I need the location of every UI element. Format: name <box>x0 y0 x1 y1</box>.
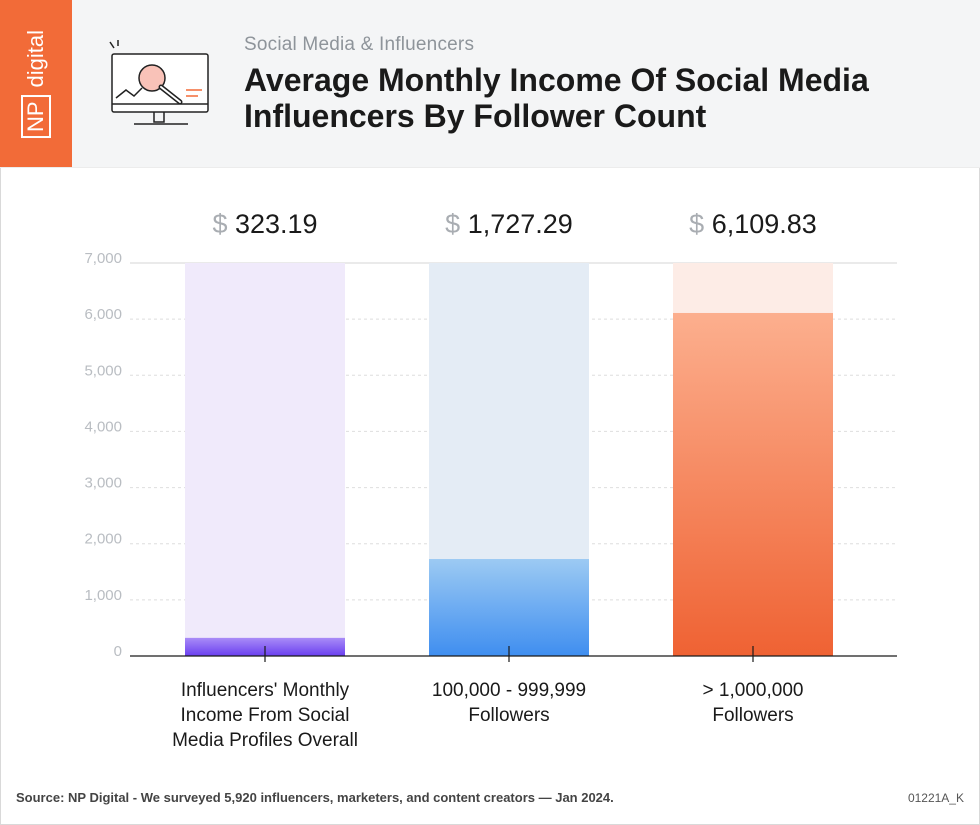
np-digital-logo: NP digital <box>0 0 72 167</box>
value-labels: $ 323.19 $ 1,727.29 $ 6,109.83 <box>212 209 816 239</box>
y-tick-label: 0 <box>114 643 122 660</box>
value-label: $ 323.19 <box>212 209 317 239</box>
y-tick-label: 7,000 <box>84 250 122 267</box>
y-axis-ticks: 0 1,000 2,000 3,000 4,000 5,000 6,000 7,000 <box>84 250 122 660</box>
bar <box>429 559 589 656</box>
chart-code: 01221A_K <box>908 791 964 805</box>
y-tick-label: 6,000 <box>84 306 122 323</box>
bars <box>185 263 833 656</box>
value-label: $ 6,109.83 <box>689 209 817 239</box>
category-labels: Influencers' Monthly Income From Social Me… <box>172 680 803 751</box>
subtitle: Social Media & Influencers <box>244 34 474 56</box>
logo-np: NP <box>21 95 51 138</box>
monitor-search-icon <box>104 40 214 130</box>
category-label: > 1,000,000 Followers <box>703 680 804 726</box>
source-note: Source: NP Digital - We surveyed 5,920 i… <box>16 790 614 805</box>
category-label: Influencers' Monthly Income From Social Me… <box>172 680 358 751</box>
header: NP digital Social Media & Influencers Av… <box>0 0 980 168</box>
bar-background <box>185 263 345 656</box>
bar <box>673 313 833 656</box>
y-tick-label: 2,000 <box>84 531 122 548</box>
value-label: $ 1,727.29 <box>445 209 573 239</box>
y-tick-label: 1,000 <box>84 587 122 604</box>
chart-title: Average Monthly Income Of Social Media I… <box>244 62 884 134</box>
logo-digital: digital <box>23 30 49 87</box>
y-tick-label: 3,000 <box>84 475 122 492</box>
bar-chart: 0 1,000 2,000 3,000 4,000 5,000 6,000 7,000 $ 3… <box>0 167 980 767</box>
y-tick-label: 4,000 <box>84 418 122 435</box>
category-label: 100,000 - 999,999 Followers <box>432 680 586 726</box>
y-tick-label: 5,000 <box>84 362 122 379</box>
